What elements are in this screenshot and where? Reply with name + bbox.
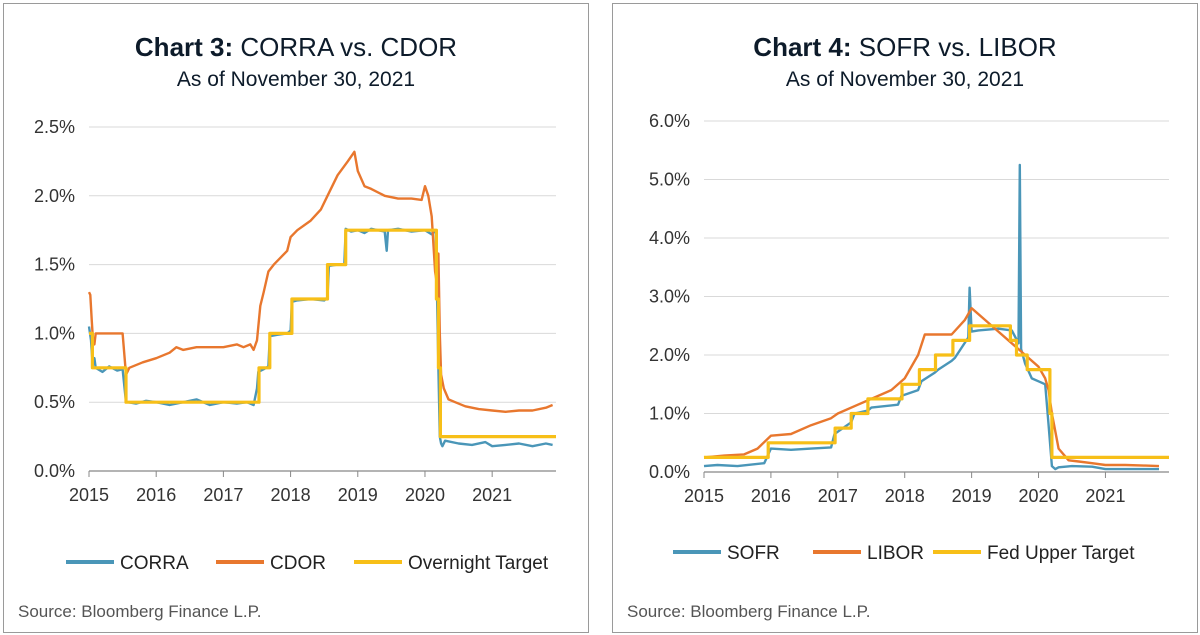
x-tick-label: 2017 bbox=[203, 485, 243, 505]
chart-panel-1: Chart 3: CORRA vs. CDOR As of November 3… bbox=[3, 3, 589, 633]
x-tick-label: 2016 bbox=[136, 485, 176, 505]
x-tick-label: 2015 bbox=[69, 485, 109, 505]
y-tick-label: 2.0% bbox=[34, 186, 75, 206]
chart-number: Chart 3: bbox=[134, 32, 234, 62]
y-tick-label: 2.5% bbox=[34, 117, 75, 137]
series-line-libor bbox=[703, 307, 1160, 468]
chart-subtitle: As of November 30, 2021 bbox=[785, 68, 1025, 91]
legend-label: Overnight Target bbox=[408, 553, 549, 574]
series-line-sofr bbox=[703, 163, 1159, 471]
series-line-fed-upper-target bbox=[704, 324, 1169, 459]
x-tick-label: 2020 bbox=[1019, 486, 1059, 506]
y-tick-label: 1.0% bbox=[649, 404, 690, 424]
x-tick-label: 2019 bbox=[952, 486, 992, 506]
chart-title: Chart 3: CORRA vs. CDOR bbox=[4, 32, 588, 63]
legend-label: Fed Upper Target bbox=[987, 543, 1135, 564]
y-tick-label: 6.0% bbox=[649, 111, 690, 131]
series-line-cdor bbox=[87, 150, 554, 413]
source-note: Source: Bloomberg Finance L.P. bbox=[627, 602, 871, 621]
x-tick-label: 2021 bbox=[1085, 486, 1125, 506]
legend-label: CDOR bbox=[270, 553, 326, 574]
chart-title-text: SOFR vs. LIBOR bbox=[858, 32, 1057, 62]
chart-subtitle: As of November 30, 2021 bbox=[176, 68, 416, 91]
chart-number: Chart 4: bbox=[753, 32, 852, 62]
y-tick-label: 3.0% bbox=[649, 287, 690, 307]
y-tick-label: 0.5% bbox=[34, 392, 75, 412]
x-tick-label: 2019 bbox=[338, 485, 378, 505]
chart-title-text: CORRA vs. CDOR bbox=[240, 32, 458, 62]
x-tick-label: 2020 bbox=[405, 485, 445, 505]
series-line-corra bbox=[87, 227, 553, 448]
y-tick-label: 0.0% bbox=[34, 461, 75, 481]
chart-panel-2: Chart 4: SOFR vs. LIBOR As of November 3… bbox=[612, 3, 1198, 633]
y-tick-label: 2.0% bbox=[649, 345, 690, 365]
chart-4-plot: 0.0% 1.0% 2.0% 3.0% 4.0% 5.0% 6.0% 2015 2016 2017… bbox=[649, 111, 1169, 564]
source-note: Source: Bloomberg Finance L.P. bbox=[18, 602, 262, 621]
legend-label: SOFR bbox=[727, 543, 780, 564]
x-tick-label: 2016 bbox=[751, 486, 791, 506]
legend-label: LIBOR bbox=[867, 543, 924, 564]
chart-title: Chart 4: SOFR vs. LIBOR bbox=[613, 32, 1197, 63]
legend-label: CORRA bbox=[120, 553, 189, 574]
x-tick-label: 2015 bbox=[684, 486, 724, 506]
series-line-overnight-target bbox=[89, 228, 556, 439]
x-tick-label: 2018 bbox=[271, 485, 311, 505]
chart-3-plot: 0.0% 0.5% 1.0% 1.5% 2.0% 2.5% 2015 2016 2017 2018… bbox=[34, 117, 556, 574]
x-tick-label: 2017 bbox=[818, 486, 858, 506]
x-tick-label: 2018 bbox=[885, 486, 925, 506]
x-tick-label: 2021 bbox=[472, 485, 512, 505]
y-tick-label: 1.0% bbox=[34, 323, 75, 343]
y-tick-label: 5.0% bbox=[649, 170, 690, 190]
y-tick-label: 0.0% bbox=[649, 462, 690, 482]
y-tick-label: 1.5% bbox=[34, 255, 75, 275]
y-tick-label: 4.0% bbox=[649, 228, 690, 248]
